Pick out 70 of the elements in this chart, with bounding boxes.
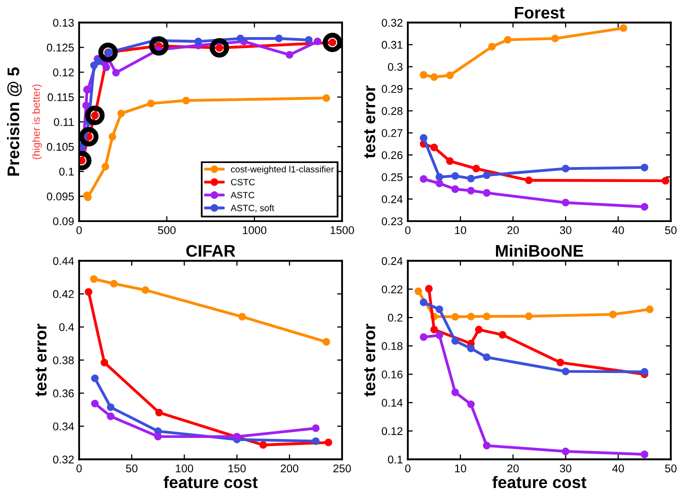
y-axis-title: test error: [364, 86, 376, 158]
x-tick-label: 50: [665, 226, 677, 234]
y-tick-label: 0.125: [46, 44, 74, 52]
y-tick-label: 0.24: [382, 257, 403, 265]
y-tick-label: 0.09: [53, 217, 74, 226]
x-tick-label: 10: [455, 226, 466, 234]
x-tick-label: 0: [76, 226, 82, 234]
y-tick-label: 0.38: [53, 356, 74, 364]
y-tick-label: 0.4: [59, 323, 74, 332]
y-tick-label: 0.36: [53, 389, 74, 398]
x-tick-label: 0: [76, 464, 82, 472]
x-tick-label: 250: [333, 464, 351, 472]
y-tick-label: 0.34: [53, 422, 74, 430]
y-tick-label: 0.32: [53, 456, 74, 464]
y-tick-label: 0.16: [382, 370, 402, 378]
y-tick-label: 0.095: [46, 192, 74, 200]
x-tick-label: 20: [507, 464, 519, 472]
x-tick-label: 100: [176, 464, 194, 472]
y-tick-label: 0.105: [46, 142, 74, 151]
x-tick-label: 0: [405, 464, 410, 472]
chart-title: CIFAR: [186, 245, 236, 257]
y-tick-label: 0.3: [388, 62, 402, 71]
y-tick-label: 0.32: [382, 18, 402, 27]
x-tick-label: 20: [507, 226, 519, 234]
x-tick-label: 50: [126, 464, 138, 472]
y-tick-label: 0.23: [382, 217, 402, 226]
x-tick-label: 30: [560, 464, 572, 472]
chart-title: Forest: [514, 6, 565, 19]
y-tick-label: 0.12: [382, 427, 402, 436]
x-tick-label: 200: [280, 464, 298, 472]
x-tick-label: 1500: [330, 226, 354, 234]
x-tick-label: 10: [455, 464, 466, 472]
x-tick-label: 50: [665, 464, 677, 472]
x-tick-label: 40: [612, 226, 624, 234]
text: (higher is better): [32, 84, 42, 160]
y-tick-label: 0.44: [53, 257, 74, 265]
y-tick-label: 0.115: [48, 93, 74, 102]
y-tick-label: 0.13: [53, 18, 74, 27]
x-tick-label: 150: [228, 464, 246, 472]
y-tick-label: 0.29: [382, 85, 402, 93]
x-tick-label: 1000: [242, 226, 266, 234]
chart-title: MiniBooNE: [496, 244, 584, 257]
y-tick-label: 0.42: [53, 290, 74, 298]
y-tick-label: 0.31: [382, 40, 402, 49]
y-axis-title: test error: [36, 324, 47, 396]
y-tick-label: 0.27: [382, 129, 402, 138]
y-tick-label: 0.14: [382, 398, 403, 407]
x-tick-label: 500: [158, 226, 176, 234]
y-tick-label: 0.18: [382, 342, 402, 350]
legend-label: cost-weighted l1-classifier: [230, 166, 334, 174]
y-tick-label: 0.26: [382, 151, 402, 160]
y-axis-title: Precision @ 5: [7, 67, 22, 176]
x-axis-title: feature cost: [492, 476, 586, 488]
x-tick-label: 30: [560, 226, 572, 234]
y-tick-label: 0.24: [382, 195, 403, 204]
x-tick-label: 40: [612, 464, 624, 472]
x-tick-label: 0: [405, 226, 410, 234]
legend-label: ASTC: [230, 192, 254, 198]
legend-label: ASTC, soft: [230, 204, 274, 212]
y-tick-label: 0.1: [388, 456, 402, 464]
y-tick-label: 0.12: [53, 68, 74, 76]
x-axis-title: feature cost: [164, 476, 258, 488]
y-tick-label: 0.28: [382, 107, 402, 115]
y-tick-label: 0.22: [382, 285, 402, 294]
y-axis-title: test error: [364, 324, 376, 396]
y-tick-label: 0.2: [388, 314, 402, 322]
y-tick-label: 0.25: [382, 173, 403, 182]
y-tick-label: 0.1: [59, 168, 74, 176]
y-tick-label: 0.11: [54, 118, 74, 126]
legend-label: CSTC: [231, 178, 255, 186]
